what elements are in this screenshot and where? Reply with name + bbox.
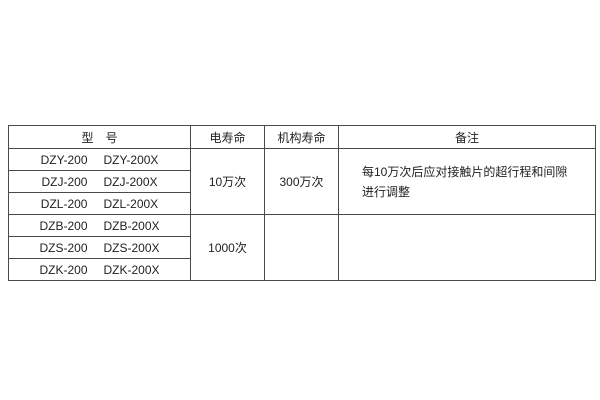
model-pair: DZJ-200 DZJ-200X (41, 175, 157, 189)
model-name: DZL-200 (40, 196, 88, 211)
mechanical-life-cell: 300万次 (264, 148, 339, 215)
model-name: DZB-200X (103, 218, 160, 233)
model-name: DZY-200X (103, 152, 159, 167)
model-name: DZK-200 (39, 262, 88, 277)
table-row: DZB-200 DZB-200X 1000次 (8, 214, 596, 281)
remark-line: 进行调整 (362, 184, 411, 199)
table-row: DZY-200 DZY-200X 10万次 300万次 每10万次后应对接触片的… (8, 148, 596, 215)
model-cell: DZL-200 DZL-200X (8, 192, 191, 215)
model-pair: DZS-200 DZS-200X (39, 241, 159, 255)
header-mechanical-life: 机构寿命 (264, 125, 339, 149)
electrical-life-cell: 10万次 (190, 148, 265, 215)
model-name: DZJ-200X (103, 174, 158, 189)
model-cell: DZB-200 DZB-200X (8, 214, 191, 237)
table-row: DZS-200 DZS-200X (8, 236, 596, 259)
spec-table: 型 号 电寿命 机构寿命 备注 DZY-200 DZY-200X 10万次 30… (8, 125, 596, 281)
model-name: DZB-200 (39, 218, 88, 233)
mechanical-life-cell (264, 214, 339, 281)
model-pair: DZK-200 DZK-200X (39, 263, 159, 277)
model-name: DZL-200X (103, 196, 159, 211)
header-row: 型 号 电寿命 机构寿命 备注 (8, 125, 596, 149)
model-name: DZY-200 (40, 152, 88, 167)
model-cell: DZY-200 DZY-200X (8, 148, 191, 171)
electrical-life-cell: 1000次 (190, 214, 265, 281)
header-electrical-life: 电寿命 (190, 125, 265, 149)
table-row: DZJ-200 DZJ-200X (8, 170, 596, 193)
model-cell: DZJ-200 DZJ-200X (8, 170, 191, 193)
model-name: DZS-200 (39, 240, 88, 255)
table-row: DZK-200 DZK-200X (8, 258, 596, 281)
model-pair: DZB-200 DZB-200X (39, 219, 159, 233)
model-cell: DZS-200 DZS-200X (8, 236, 191, 259)
model-name: DZS-200X (103, 240, 160, 255)
remark-cell: 每10万次后应对接触片的超行程和间隙 进行调整 (338, 148, 596, 215)
model-name: DZK-200X (103, 262, 160, 277)
table-row: DZL-200 DZL-200X (8, 192, 596, 215)
remark-line: 每10万次后应对接触片的超行程和间隙 (362, 164, 568, 179)
model-cell: DZK-200 DZK-200X (8, 258, 191, 281)
model-name: DZJ-200 (41, 174, 88, 189)
header-remark: 备注 (338, 125, 596, 149)
model-pair: DZL-200 DZL-200X (41, 197, 158, 211)
header-model: 型 号 (8, 125, 191, 149)
remark-cell (338, 214, 596, 281)
model-pair: DZY-200 DZY-200X (41, 153, 159, 167)
